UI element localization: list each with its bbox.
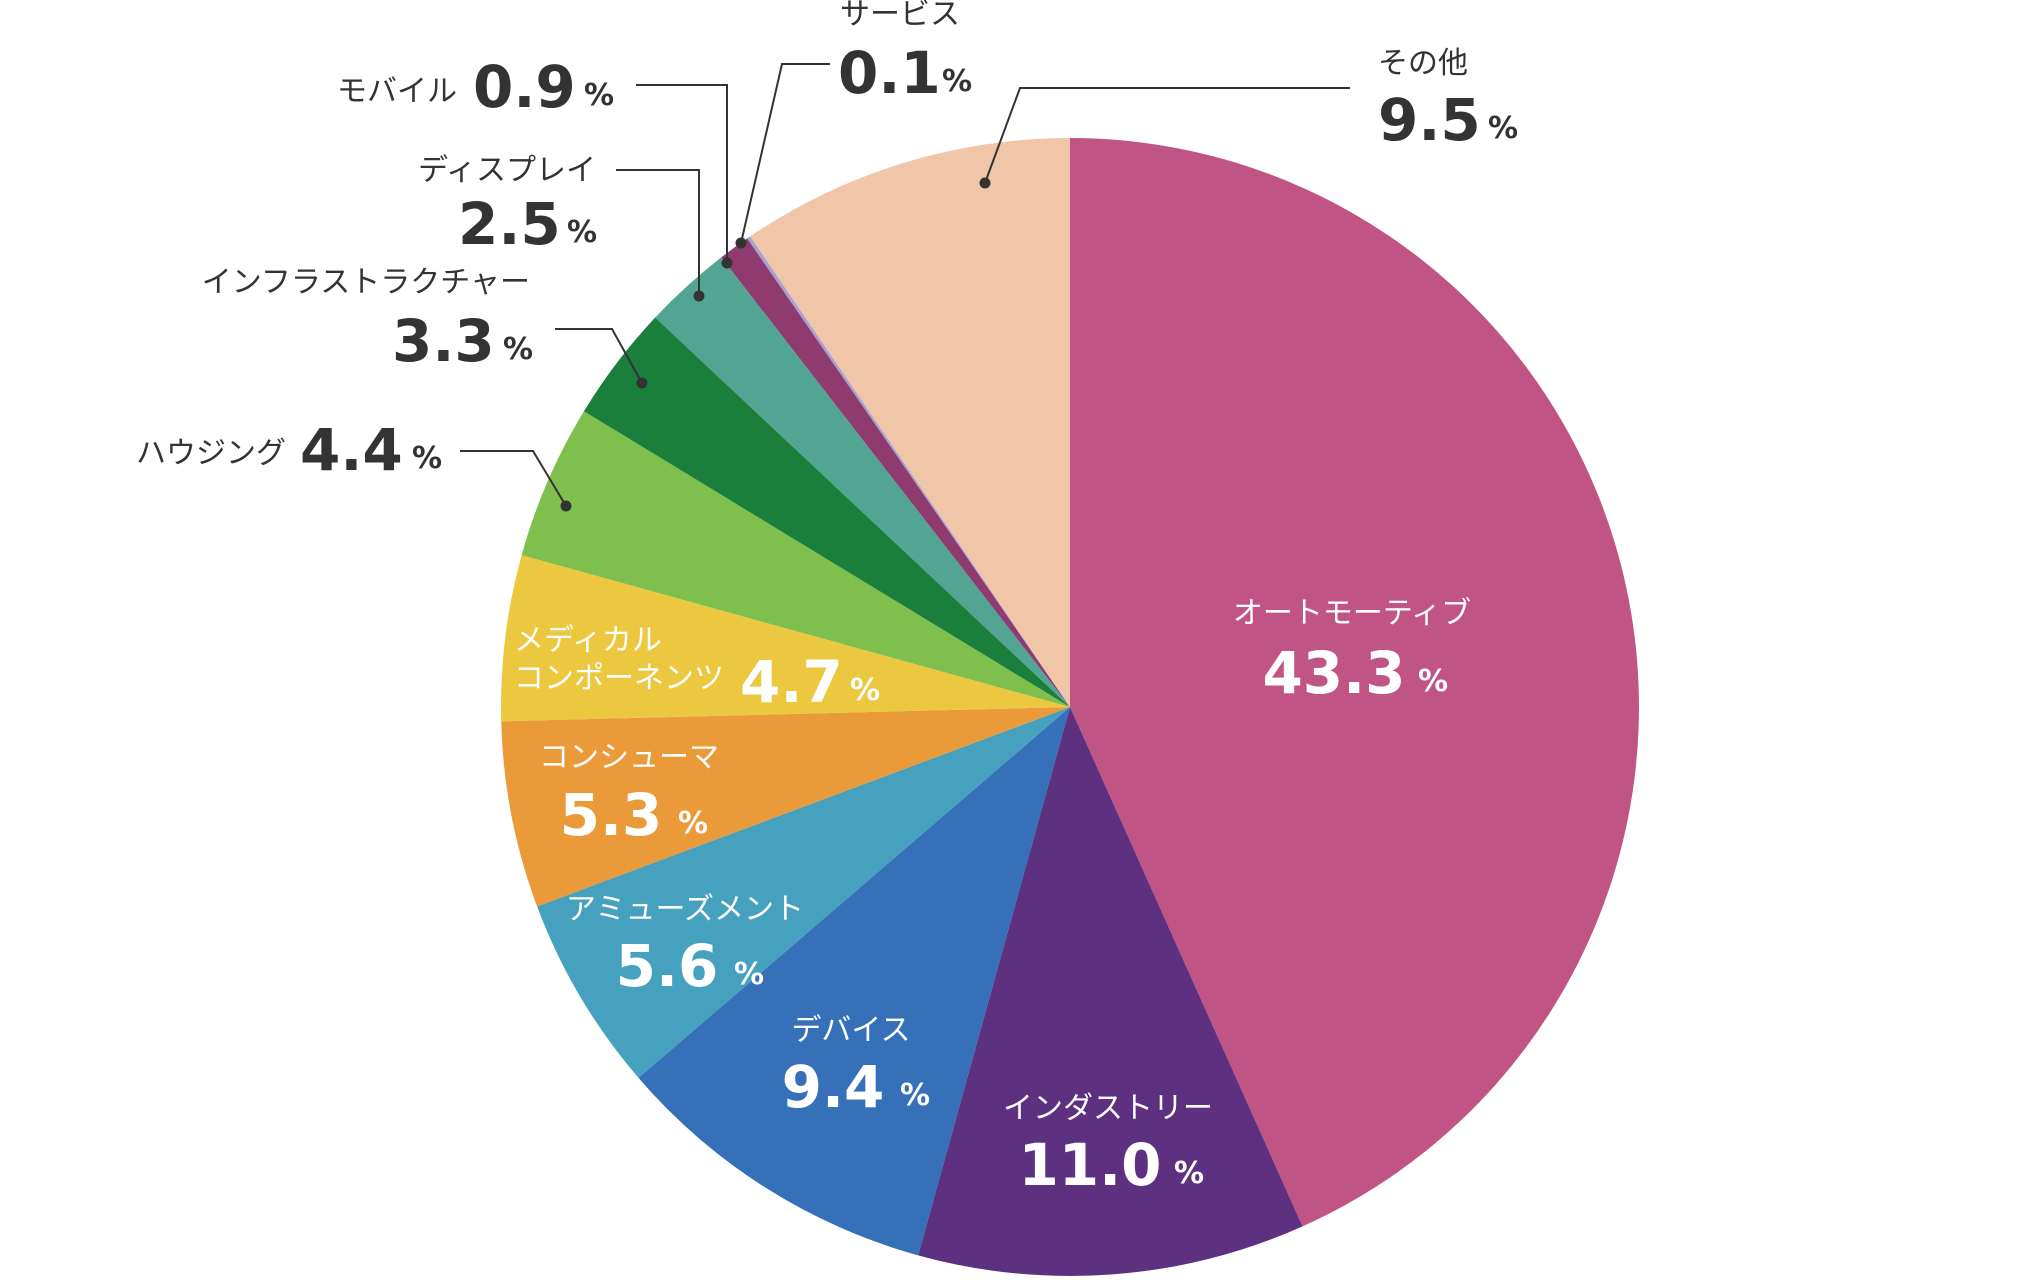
slice-10-wedge xyxy=(721,238,1070,707)
slice-9-leader-line xyxy=(616,169,700,296)
slice-3-name: デバイス xyxy=(791,1013,910,1048)
slice-10-value: 0.9 xyxy=(473,53,576,121)
slice-6-unit: % xyxy=(850,673,880,708)
slice-9-unit: % xyxy=(567,215,597,250)
leader-lines xyxy=(460,63,1350,512)
slice-3-wedge xyxy=(638,707,1070,1256)
slice-2-name: インダストリー xyxy=(1003,1091,1213,1126)
pie-slices xyxy=(501,138,1639,1277)
slice-5-name: コンシューマ xyxy=(539,740,719,775)
slice-5-unit: % xyxy=(678,806,708,841)
slice-9-leader-dot xyxy=(693,290,705,302)
slice-10-leader-dot xyxy=(721,257,733,269)
slice-1-name: オートモーティブ xyxy=(1233,596,1471,631)
slice-6-name-line-2: コンポーネンツ xyxy=(514,661,724,696)
slice-7-leader-dot xyxy=(560,500,572,512)
slice-10-name: モバイル xyxy=(337,74,457,109)
slice-3-value: 9.4 xyxy=(782,1053,885,1121)
slice-2-unit: % xyxy=(1174,1156,1204,1191)
slice-10-leader-line xyxy=(636,84,728,263)
slice-8-name: インフラストラクチャー xyxy=(202,265,530,300)
slice-8-label: インフラストラクチャー 3.3% xyxy=(202,265,533,375)
slice-12-value: 9.5 xyxy=(1378,86,1481,154)
slice-8-leader-line xyxy=(555,328,643,384)
slice-4-value: 5.6 xyxy=(616,932,719,1000)
slice-2-wedge xyxy=(918,707,1303,1277)
slice-9-value: 2.5 xyxy=(458,190,561,258)
slice-2-label: インダストリー 11.0% xyxy=(1003,1091,1213,1199)
slice-6-name-line-1: メディカル xyxy=(514,623,662,658)
slice-12-label: その他 9.5% xyxy=(1378,46,1518,154)
slice-12-wedge xyxy=(750,138,1070,707)
slice-1-wedge xyxy=(1070,138,1639,1227)
slice-7-label: ハウジング 4.4% xyxy=(136,416,442,484)
slice-11-leader-line xyxy=(740,63,830,244)
slice-11-label: サービス 0.1% xyxy=(838,0,972,107)
slice-7-wedge xyxy=(521,411,1070,707)
slice-1-label: オートモーティブ 43.3% xyxy=(1233,596,1471,707)
slice-12-leader-line xyxy=(984,87,1350,184)
slice-1-value: 43.3 xyxy=(1262,639,1405,707)
slice-12-unit: % xyxy=(1488,111,1518,146)
slice-7-leader-line xyxy=(460,450,567,507)
slice-3-unit: % xyxy=(900,1078,930,1113)
slice-8-leader-dot xyxy=(636,377,648,389)
slice-8-value: 3.3 xyxy=(392,307,495,375)
slice-4-name: アミューズメント xyxy=(566,892,804,927)
slice-11-name: サービス xyxy=(840,0,960,32)
slice-8-unit: % xyxy=(503,332,533,367)
slice-5-wedge xyxy=(501,707,1070,907)
slice-4-wedge xyxy=(537,707,1070,1078)
slice-12-leader-dot xyxy=(979,177,991,189)
slice-10-label: モバイル 0.9% xyxy=(337,53,614,121)
slice-4-unit: % xyxy=(734,957,764,992)
slice-11-value: 0.1 xyxy=(838,39,941,107)
slice-9-name: ディスプレイ xyxy=(418,153,596,188)
slice-7-value: 4.4 xyxy=(300,416,403,484)
slice-5-label: コンシューマ 5.3% xyxy=(539,740,719,849)
slice-8-wedge xyxy=(583,317,1070,707)
slice-2-value: 11.0 xyxy=(1018,1131,1161,1199)
slice-11-leader-dot xyxy=(735,237,747,249)
slice-5-value: 5.3 xyxy=(560,781,663,849)
slice-6-wedge xyxy=(501,555,1070,722)
slice-11-wedge xyxy=(747,236,1070,707)
slice-7-name: ハウジング xyxy=(136,436,286,471)
slice-6-value: 4.7 xyxy=(740,648,843,716)
slice-11-unit: % xyxy=(942,64,972,99)
slice-7-unit: % xyxy=(412,441,442,476)
slice-1-unit: % xyxy=(1418,664,1448,699)
slice-12-name: その他 xyxy=(1378,46,1468,81)
slice-9-wedge xyxy=(655,257,1070,707)
slice-3-label: デバイス 9.4% xyxy=(782,1013,930,1121)
slice-4-label: アミューズメント 5.6% xyxy=(566,892,804,1000)
slice-10-unit: % xyxy=(584,78,614,113)
